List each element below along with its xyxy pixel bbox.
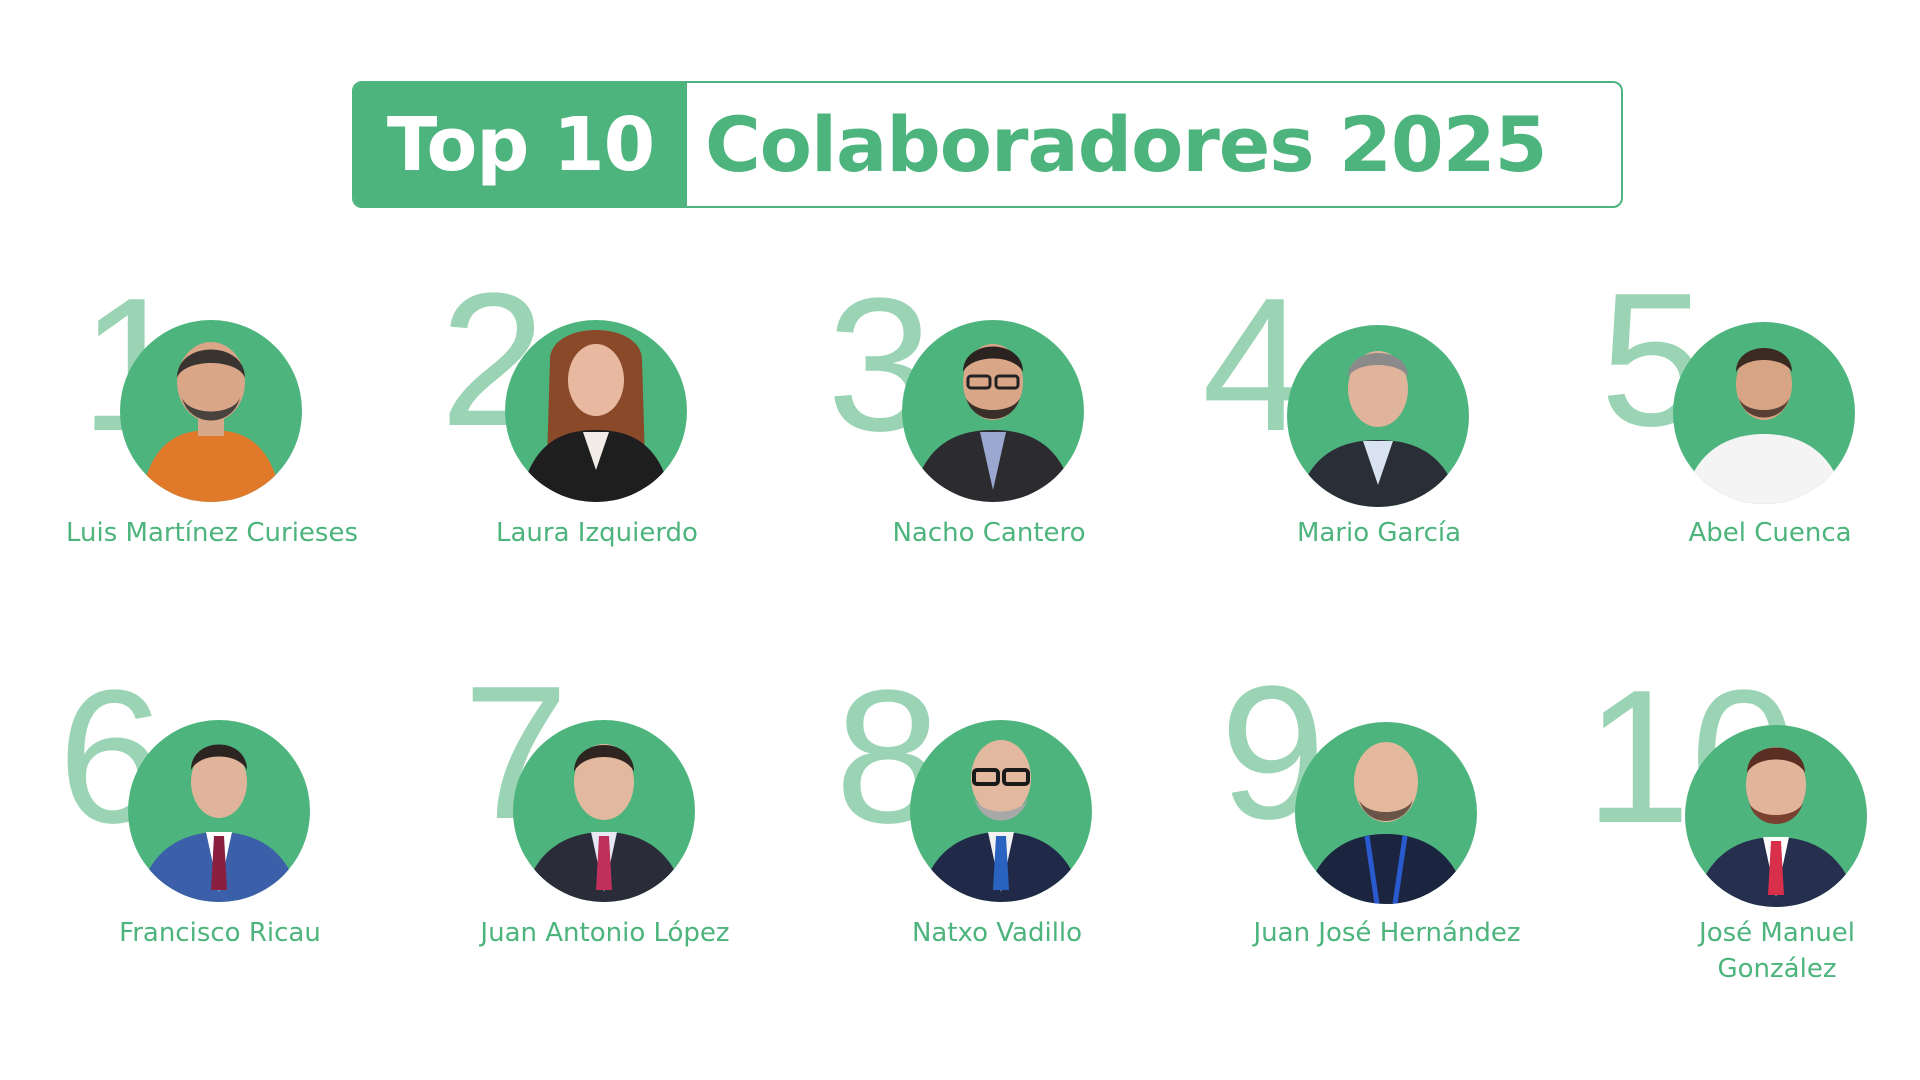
avatar xyxy=(1685,725,1867,907)
collaborator-card-7: 7 Juan Antonio López xyxy=(413,650,797,1010)
collaborator-card-6: 6 Francisco Ricau xyxy=(28,650,412,1010)
collaborator-name: Abel Cuenca xyxy=(1688,518,1852,548)
collaborator-name: José Manuel González xyxy=(1699,918,1855,984)
avatar xyxy=(120,320,302,502)
title-text: Colaboradores 2025 xyxy=(705,100,1548,189)
collaborator-card-5: 5 Abel Cuenca xyxy=(1578,250,1920,610)
collaborator-name: Laura Izquierdo xyxy=(496,518,698,548)
collaborator-card-2: 2 Laura Izquierdo xyxy=(405,250,789,610)
collaborator-name: Luis Martínez Curieses xyxy=(65,518,359,548)
person-photo-placeholder xyxy=(1297,351,1459,507)
collaborator-card-8: 8 Natxo Vadillo xyxy=(805,650,1189,1010)
title-highlight-box: Top 10 xyxy=(354,83,687,206)
avatar xyxy=(505,320,687,502)
person-photo-placeholder xyxy=(520,330,672,502)
collaborator-name: Juan Antonio López xyxy=(480,918,730,948)
person-photo-placeholder xyxy=(1305,742,1467,904)
person-photo-placeholder xyxy=(138,744,300,902)
avatar xyxy=(902,320,1084,502)
avatar xyxy=(1295,722,1477,904)
collaborator-name: Francisco Ricau xyxy=(119,918,321,948)
collaborator-card-4: 4 Mario García xyxy=(1187,250,1571,610)
collaborator-name: Juan José Hernández xyxy=(1253,918,1521,948)
person-photo-placeholder xyxy=(1695,747,1857,907)
avatar xyxy=(128,720,310,902)
collaborator-name: Natxo Vadillo xyxy=(911,918,1083,948)
person-photo-placeholder xyxy=(140,342,282,502)
title-highlight: Top 10 xyxy=(386,101,655,188)
collaborator-card-10: 10 José Manuel González xyxy=(1585,650,1920,1010)
avatar xyxy=(1673,322,1855,504)
collaborator-card-3: 3 Nacho Cantero xyxy=(797,250,1181,610)
avatar xyxy=(1287,325,1469,507)
collaborator-name: Nacho Cantero xyxy=(892,518,1086,548)
person-photo-placeholder xyxy=(523,744,685,902)
person-photo-placeholder xyxy=(920,740,1082,902)
person-photo-placeholder xyxy=(1683,348,1845,504)
avatar xyxy=(513,720,695,902)
collaborator-name: Mario García xyxy=(1296,518,1462,548)
title-banner: Top 10 Colaboradores 2025 xyxy=(352,81,1623,208)
collaborator-card-1: 1 Luis Martínez Curieses xyxy=(20,250,404,610)
title-text-box: Colaboradores 2025 xyxy=(687,83,1621,206)
person-photo-placeholder xyxy=(912,344,1074,502)
avatar xyxy=(910,720,1092,902)
collaborator-card-9: 9 Juan José Hernández xyxy=(1195,650,1579,1010)
